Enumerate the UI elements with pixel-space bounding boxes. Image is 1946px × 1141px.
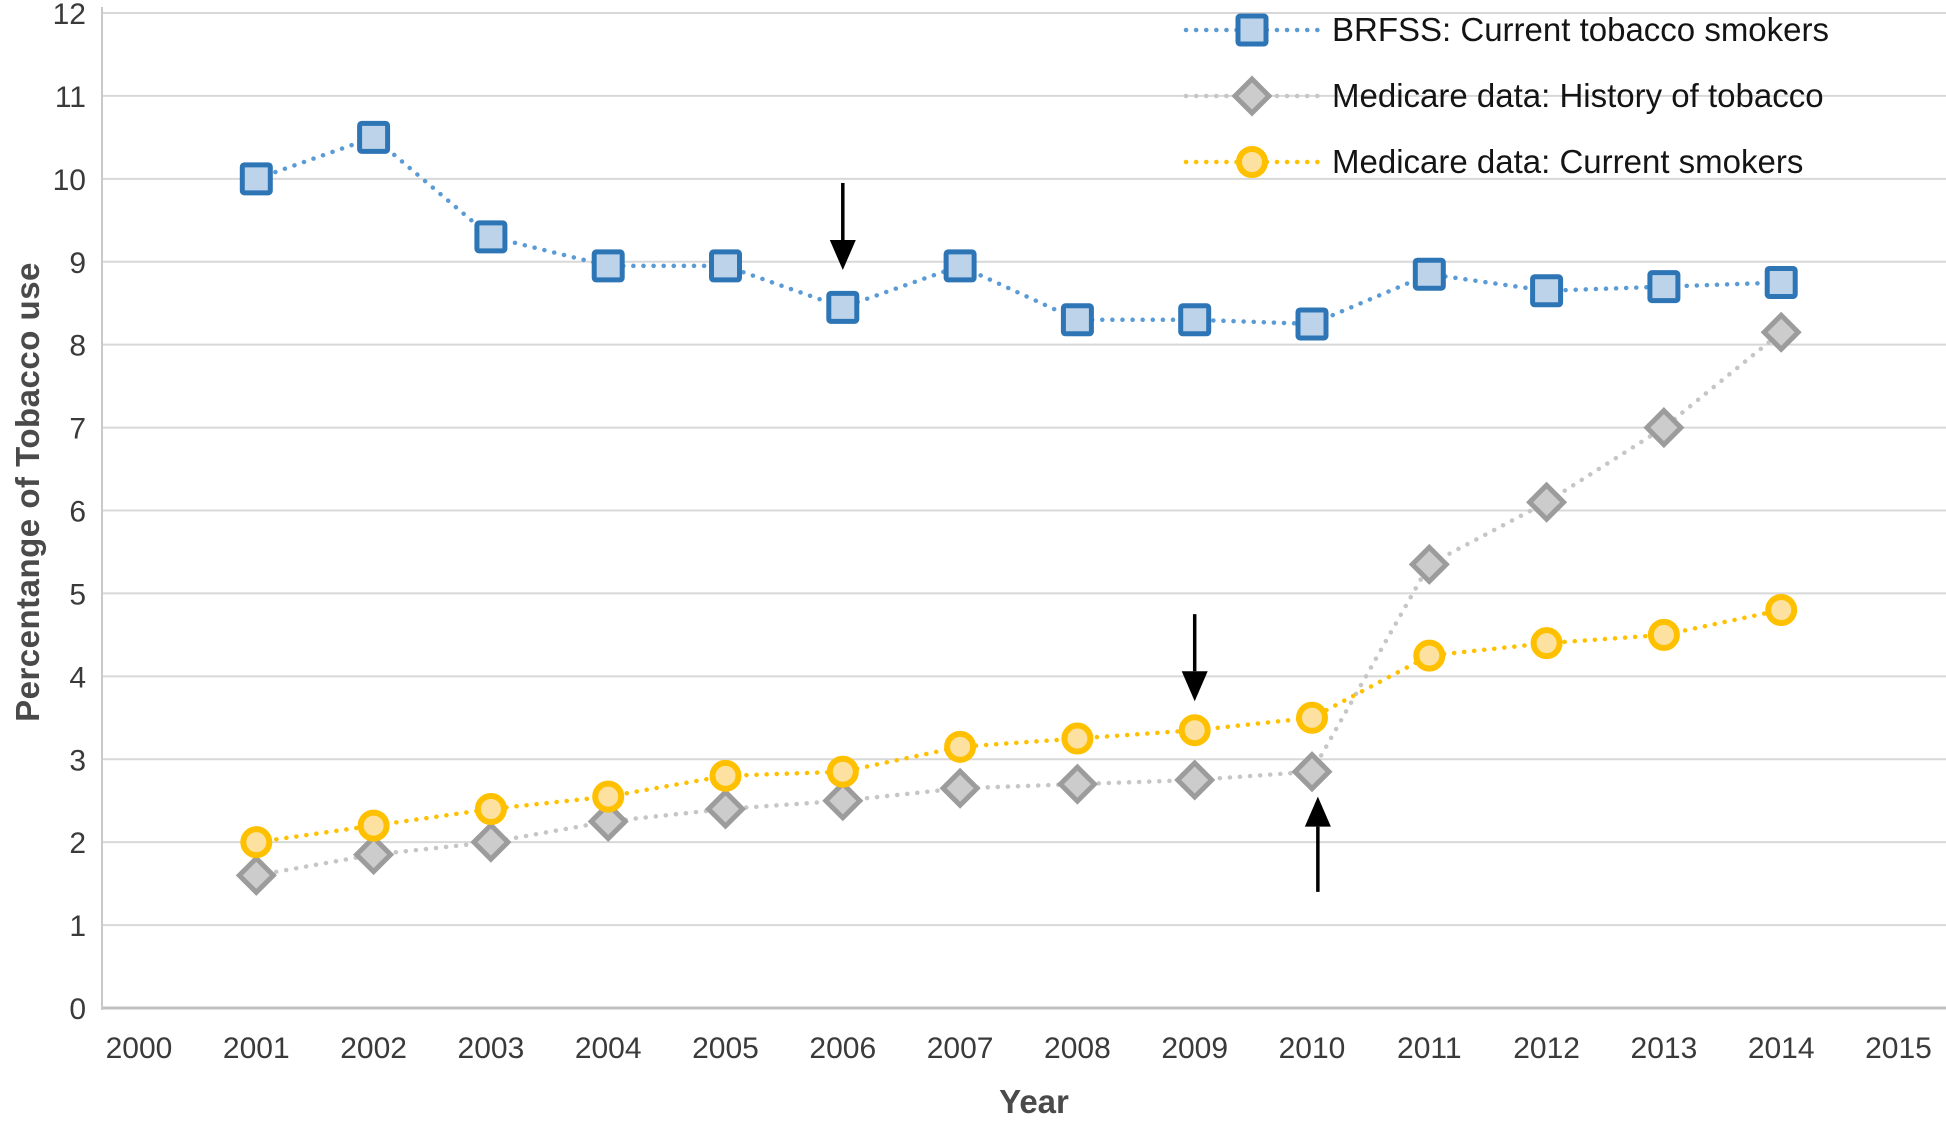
svg-text:2002: 2002 [340, 1032, 407, 1065]
svg-text:2001: 2001 [223, 1032, 290, 1065]
svg-text:2012: 2012 [1513, 1032, 1580, 1065]
svg-text:2006: 2006 [809, 1032, 876, 1065]
svg-text:2011: 2011 [1397, 1032, 1462, 1065]
svg-text:7: 7 [69, 413, 86, 446]
legend-marker-blue-square-icon [1183, 13, 1321, 47]
svg-text:2005: 2005 [692, 1032, 759, 1065]
legend-label: BRFSS: Current tobacco smokers [1332, 11, 1829, 48]
svg-text:2000: 2000 [106, 1032, 173, 1065]
x-axis-title: Year [999, 1083, 1069, 1120]
series-3 [240, 594, 1798, 859]
legend-item-medicare-current-smokers: Medicare data: Current smokers [1182, 140, 1829, 184]
legend-marker-gray-diamond-icon [1183, 75, 1321, 117]
svg-text:11: 11 [55, 81, 86, 114]
legend-label: Medicare data: History of tobacco [1332, 77, 1824, 114]
series-1 [239, 120, 1798, 341]
series-2 [235, 311, 1802, 896]
legend-label: Medicare data: Current smokers [1332, 143, 1804, 180]
gridlines [102, 12, 1946, 1010]
svg-text:9: 9 [69, 247, 86, 280]
svg-text:10: 10 [53, 164, 86, 197]
legend: BRFSS: Current tobacco smokers Medicare … [1182, 8, 1829, 206]
svg-text:4: 4 [69, 661, 86, 694]
svg-text:2008: 2008 [1044, 1032, 1111, 1065]
svg-text:0: 0 [69, 993, 86, 1026]
annotation-arrows [829, 182, 1331, 892]
svg-text:2: 2 [69, 827, 86, 860]
svg-text:6: 6 [69, 496, 86, 529]
svg-text:2015: 2015 [1865, 1032, 1932, 1065]
svg-text:2013: 2013 [1631, 1032, 1698, 1065]
svg-text:8: 8 [69, 330, 86, 363]
svg-text:2010: 2010 [1279, 1032, 1346, 1065]
y-axis-title: Percentange of Tobacco use [9, 262, 46, 722]
svg-text:2004: 2004 [575, 1032, 642, 1065]
legend-marker-yellow-circle-icon [1183, 146, 1321, 178]
legend-item-medicare-history-tobacco: Medicare data: History of tobacco [1182, 74, 1829, 118]
svg-text:3: 3 [69, 744, 86, 777]
legend-item-brfss-current-smokers: BRFSS: Current tobacco smokers [1182, 8, 1829, 52]
svg-text:5: 5 [69, 578, 86, 611]
svg-text:2009: 2009 [1161, 1032, 1228, 1065]
svg-text:2007: 2007 [927, 1032, 994, 1065]
svg-text:2014: 2014 [1748, 1032, 1815, 1065]
svg-text:1: 1 [69, 910, 86, 943]
svg-text:2003: 2003 [458, 1032, 525, 1065]
svg-text:12: 12 [53, 0, 86, 31]
